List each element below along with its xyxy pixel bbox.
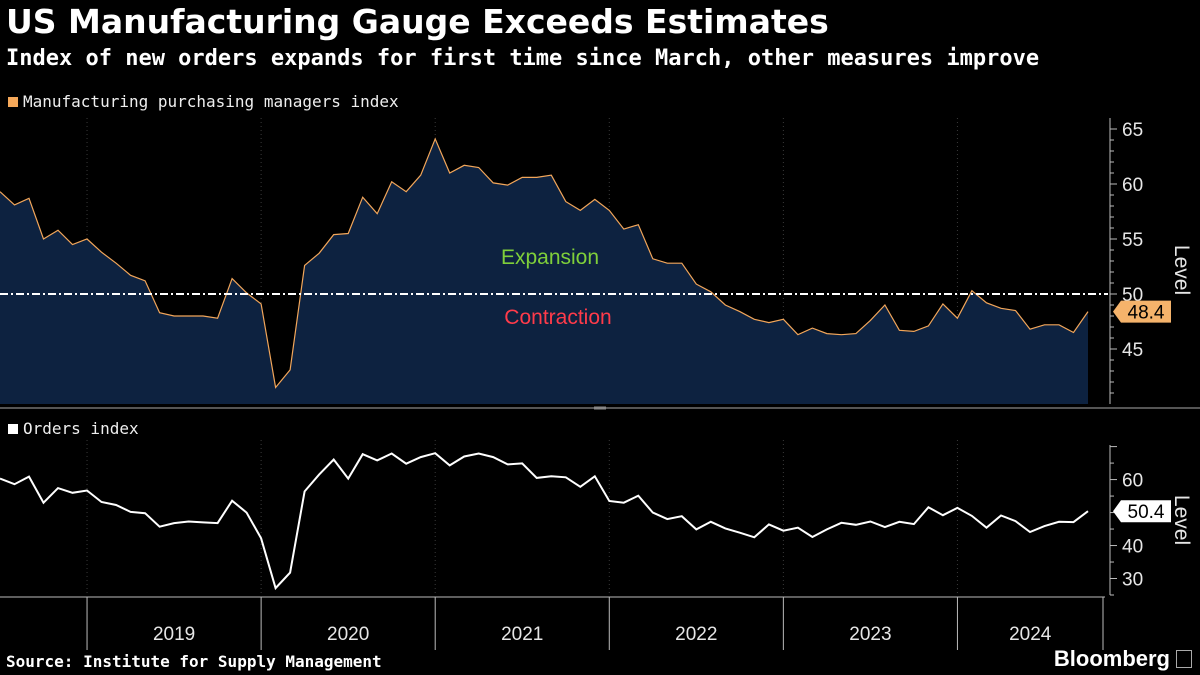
x-year-label: 2022 bbox=[675, 624, 717, 645]
bloomberg-chart-icon bbox=[1176, 650, 1192, 668]
pmi-legend: Manufacturing purchasing managers index bbox=[8, 92, 399, 111]
orders-y-tick-label: 30 bbox=[1122, 570, 1143, 591]
orders-y-tick-label: 40 bbox=[1122, 537, 1143, 558]
pmi-legend-label: Manufacturing purchasing managers index bbox=[23, 92, 399, 111]
pmi-line bbox=[0, 137, 1089, 389]
x-year-label: 2019 bbox=[153, 624, 195, 645]
expansion-label: Expansion bbox=[501, 246, 599, 269]
pmi-last-value-tag bbox=[1113, 300, 1171, 323]
orders-y-axis-title: Level bbox=[1170, 495, 1193, 545]
x-year-label: 2023 bbox=[849, 624, 891, 645]
pmi-y-axis-title: Level bbox=[1170, 245, 1193, 295]
orders-legend-swatch bbox=[8, 423, 18, 434]
orders-legend-label: Orders index bbox=[23, 419, 139, 438]
x-year-label: 2021 bbox=[501, 624, 543, 645]
source-note: Source: Institute for Supply Management bbox=[6, 652, 382, 671]
orders-y-tick-label: 60 bbox=[1122, 471, 1143, 492]
pmi-y-tick-label: 60 bbox=[1122, 175, 1143, 196]
pmi-y-tick-label: 55 bbox=[1122, 230, 1143, 251]
orders-panel: 3040506050.4 bbox=[0, 440, 1171, 596]
chart-title: US Manufacturing Gauge Exceeds Estimates bbox=[6, 2, 829, 41]
pmi-last-value-label: 48.4 bbox=[1128, 303, 1165, 324]
orders-line bbox=[0, 452, 1089, 591]
orders-legend: Orders index bbox=[8, 419, 139, 438]
orders-last-value-label: 50.4 bbox=[1128, 502, 1165, 523]
x-year-label: 2024 bbox=[1009, 624, 1052, 645]
x-year-label: 2020 bbox=[327, 624, 369, 645]
pmi-legend-swatch bbox=[8, 96, 18, 107]
contraction-label: Contraction bbox=[504, 306, 611, 329]
orders-last-value-tag bbox=[1113, 500, 1171, 523]
pmi-area bbox=[0, 138, 1088, 404]
chart-subtitle: Index of new orders expands for first ti… bbox=[6, 46, 1040, 71]
x-axis: 2019 2020 2021 2022 2023 2024 bbox=[0, 596, 1105, 650]
bloomberg-logo: Bloomberg bbox=[1053, 646, 1170, 671]
pmi-y-tick-label: 45 bbox=[1122, 340, 1143, 361]
pmi-y-tick-label: 65 bbox=[1122, 120, 1143, 141]
